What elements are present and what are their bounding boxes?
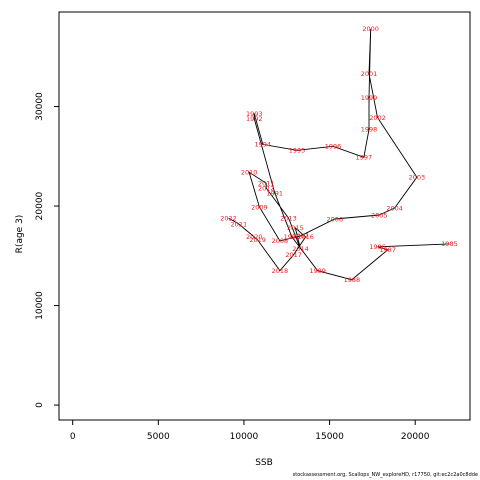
year-point-label: 1988 [344, 276, 361, 284]
x-tick-label: 0 [70, 432, 76, 442]
year-point-label: 1987 [380, 246, 397, 254]
year-point-label: 2018 [272, 267, 289, 275]
year-point-label: 2019 [249, 236, 266, 244]
year-point-label: 1985 [441, 240, 458, 248]
x-tick-label: 15000 [315, 432, 344, 442]
year-point-label: 1996 [325, 143, 342, 151]
x-tick-label: 10000 [230, 432, 259, 442]
x-axis-title: SSB [255, 458, 273, 468]
year-point-label: 2012 [258, 184, 275, 192]
year-point-label: 2002 [369, 114, 386, 122]
year-point-label: 2010 [241, 169, 258, 177]
year-point-label: 2003 [409, 173, 426, 181]
year-point-label: 2020 [246, 233, 263, 241]
y-tick-label: 20000 [35, 191, 45, 220]
y-tick-label: 10000 [35, 291, 45, 320]
year-point-label: 1999 [361, 94, 378, 102]
year-point-label: 1997 [356, 154, 373, 162]
year-point-label: 2001 [361, 70, 378, 78]
year-point-label: 2021 [231, 220, 248, 228]
recruitment-path-line [228, 28, 450, 281]
year-point-label: 2009 [251, 203, 268, 211]
year-point-label: 2000 [362, 25, 379, 33]
y-tick-label: 30000 [35, 92, 45, 121]
year-point-label: 2005 [371, 211, 388, 219]
year-point-label: 1998 [361, 126, 378, 134]
year-point-label: 1989 [309, 267, 326, 275]
path-layer [228, 28, 450, 281]
year-point-label: 2016 [297, 233, 314, 241]
year-point-label: 2017 [285, 251, 302, 259]
x-tick-label: 20000 [401, 432, 430, 442]
y-axis-title: R(age 3) [15, 215, 25, 254]
year-point-label: 2007 [292, 232, 309, 240]
year-point-label: 1994 [255, 141, 272, 149]
x-tick-label: 5000 [147, 432, 170, 442]
year-point-label: 1991 [267, 189, 284, 197]
year-point-label: 2022 [220, 214, 237, 222]
year-point-label: 2015 [287, 224, 304, 232]
year-point-label: 1986 [369, 243, 386, 251]
year-point-label: 1993 [246, 110, 263, 118]
y-tick-label: 0 [35, 402, 45, 408]
year-point-label: 1992 [246, 115, 263, 123]
footer-credit: stockassessment.org, Scallops_NW_explore… [292, 472, 478, 478]
year-point-label: 2013 [280, 214, 297, 222]
axes: 0 5000 10000 15000 20000 0 10000 20000 30000 [35, 11, 471, 442]
year-point-label: 1995 [289, 147, 306, 155]
year-point-label: 2004 [386, 204, 403, 212]
year-point-label: 2008 [272, 237, 289, 245]
year-point-label: 1990 [284, 233, 301, 241]
year-point-label: 2006 [326, 215, 343, 223]
year-point-label: 2011 [258, 179, 275, 187]
plot-frame [58, 11, 471, 421]
year-point-label: 2014 [292, 245, 309, 253]
